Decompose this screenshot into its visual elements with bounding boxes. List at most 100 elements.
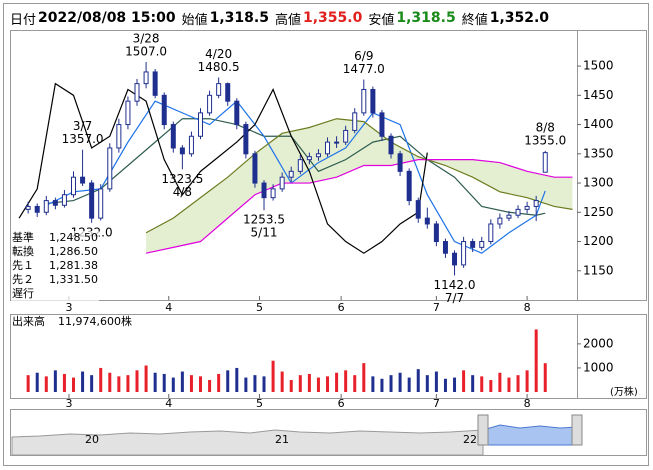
legend-name: 先１ — [12, 259, 34, 272]
annotation-date: 6/9 — [354, 49, 373, 63]
candle-body — [89, 182, 95, 219]
candle-body — [125, 100, 131, 126]
y-tick-label: 2000 — [583, 336, 614, 350]
volume-bar — [434, 371, 438, 392]
annotation-price: 1477.0 — [343, 62, 385, 76]
header-label: 始値 — [181, 12, 208, 28]
volume-bar — [425, 375, 429, 392]
candle-body — [297, 159, 303, 172]
volume-bar — [507, 377, 511, 392]
volume-bar — [44, 376, 48, 392]
volume-bar — [81, 371, 85, 392]
candle-body — [533, 200, 539, 207]
annotation-date: 4/20 — [205, 47, 232, 61]
volume-bar — [389, 375, 393, 392]
volume-bar — [462, 370, 466, 392]
volume-bar — [72, 377, 76, 392]
volume-bar — [280, 371, 284, 392]
candle-body — [71, 176, 77, 196]
candle-body — [243, 124, 249, 155]
volume-bar — [326, 376, 330, 392]
candle-body — [261, 182, 267, 199]
volume-bar — [244, 377, 248, 392]
annotation-price: 1142.0 — [434, 278, 476, 292]
annotation-price: 1323.5 — [161, 172, 203, 186]
annotation-price: 1355.0 — [524, 133, 566, 147]
navigator-handle[interactable] — [571, 414, 583, 446]
volume-bar — [162, 373, 166, 392]
line — [46, 100, 546, 254]
x-tick-label: 6 — [338, 301, 345, 314]
volume-bar — [371, 376, 375, 392]
volume-bar — [208, 379, 212, 392]
candle-body — [225, 83, 231, 102]
legend-value: 1,248.50 — [49, 231, 98, 244]
volume-panel — [10, 314, 647, 399]
candle-body — [424, 217, 430, 225]
volume-bar — [443, 378, 447, 392]
candle-body — [334, 141, 340, 144]
volume-title-bg — [11, 315, 141, 329]
cloud — [146, 118, 573, 254]
header-value: 1,352.0 — [489, 10, 550, 26]
annotation-price: 1357.0 — [62, 132, 104, 146]
candle-body — [198, 112, 204, 137]
candle-body — [415, 200, 421, 219]
volume-title: 出来高 — [12, 314, 45, 328]
candle-body — [488, 223, 494, 243]
x-tick-label: 3 — [65, 301, 72, 314]
volume-bar — [253, 375, 257, 392]
volume-bar — [171, 377, 175, 392]
annotation-price: 1507.0 — [125, 44, 167, 58]
legend-value: 1,331.50 — [49, 273, 98, 286]
candle-body — [143, 71, 149, 85]
legend-bg — [11, 287, 99, 301]
volume-bar — [362, 363, 366, 392]
candle-body — [361, 88, 367, 114]
volume-bar — [516, 375, 520, 392]
candle-body — [216, 83, 222, 96]
candle-body — [306, 156, 312, 161]
annotation-price: 1480.5 — [198, 60, 240, 74]
volume-bar — [471, 375, 475, 392]
y-tick-label: 1150 — [583, 263, 614, 277]
navigator-handle[interactable] — [477, 414, 489, 446]
volume-bar — [262, 376, 266, 392]
candle-body — [152, 71, 158, 96]
volume-bar — [35, 372, 39, 392]
candle-body — [325, 141, 331, 155]
x-tick-label: 4 — [165, 301, 172, 314]
header-label: 終値 — [461, 12, 488, 28]
candle-body — [479, 241, 485, 248]
legend-value: 1,286.50 — [49, 245, 98, 258]
legend-bg — [11, 273, 99, 287]
header-label: 安値 — [368, 12, 395, 28]
candle-body — [352, 112, 358, 131]
candle-body — [379, 112, 385, 137]
navigator-label: 20 — [85, 433, 99, 446]
y-tick-label: 1250 — [583, 205, 614, 219]
annotation-date: 7/7 — [445, 291, 464, 305]
frame — [3, 3, 649, 466]
navigator-selection[interactable] — [482, 424, 578, 446]
candle-body — [270, 188, 276, 199]
annotation-price: 1253.5 — [243, 213, 285, 227]
candle-body — [52, 200, 58, 206]
header-value: 2022/08/08 15:00 — [38, 10, 176, 26]
candle-body — [506, 214, 512, 219]
legend-value: 1,281.38 — [49, 259, 98, 272]
y-tick-label: 1450 — [583, 88, 614, 102]
volume-bar — [298, 375, 302, 392]
header-value: 1,318.5 — [209, 10, 269, 26]
candle-body — [452, 252, 458, 266]
candle-body — [234, 100, 240, 126]
x-tick-label: 3 — [65, 397, 72, 410]
volume-bar — [398, 372, 402, 392]
volume-bar — [126, 375, 130, 392]
volume-bar — [380, 378, 384, 392]
volume-bar — [407, 377, 411, 392]
x-tick-label: 6 — [338, 397, 345, 410]
annotation-date: 3/28 — [133, 31, 160, 45]
candle-body — [515, 208, 521, 216]
